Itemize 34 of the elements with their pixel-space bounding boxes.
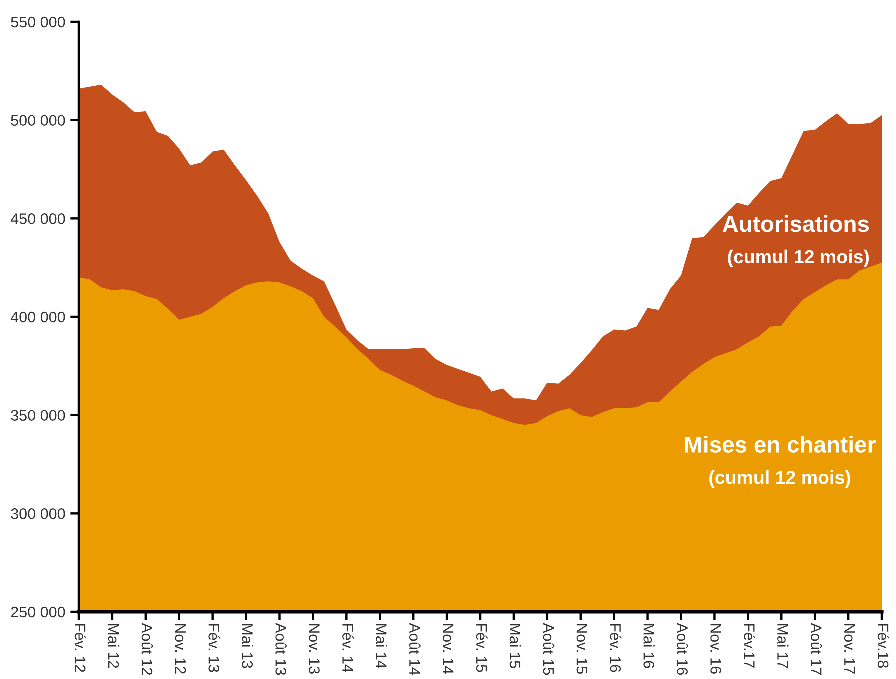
y-tick-label: 550 000 [11, 16, 66, 28]
x-tick-label: Août 12 [142, 623, 154, 676]
y-tick-label: 350 000 [11, 410, 66, 422]
x-tick-label: Août 15 [543, 623, 555, 676]
x-tick-label: Nov. 14 [442, 624, 454, 674]
x-tick-label: Août 16 [677, 623, 688, 676]
x-tick-label: Mai 12 [108, 624, 120, 668]
y-tick-label: 250 000 [11, 606, 66, 618]
x-tick-label: Fév. 15 [476, 624, 488, 672]
x-tick-label: Mai 14 [376, 624, 388, 669]
y-tick-label: 400 000 [10, 312, 66, 323]
x-tick-label: Nov. 16 [710, 624, 722, 674]
x-tick-label: Fév. 16 [610, 624, 622, 672]
x-tick-label: Fév.17 [744, 624, 756, 668]
x-tick-label: Fév. 12 [74, 624, 86, 672]
x-tick-label: Fév. 14 [342, 624, 354, 672]
x-tick-label: Août 13 [276, 623, 287, 676]
x-tick-label: Fév. 13 [208, 624, 220, 672]
series-label: Autorisations (cumul 12 mois) [722, 215, 870, 268]
x-tick-label: Nov. 17 [844, 624, 856, 674]
y-tick-label: 300 000 [11, 508, 66, 520]
x-tick-label: Août 14 [409, 623, 421, 676]
x-tick-label: Nov. 15 [576, 624, 588, 674]
x-tick-label: Mai 13 [242, 624, 254, 668]
y-tick-label: 500 000 [11, 115, 66, 126]
x-tick-label: Mai 16 [644, 624, 655, 668]
x-tick-label: Nov. 13 [309, 624, 320, 674]
series-label: Mises en chantier (cumul 12 mois) [685, 436, 876, 488]
x-tick-label: Nov. 12 [175, 624, 186, 674]
x-tick-label: Fév.18 [878, 624, 890, 668]
x-tick-label: Mai 15 [510, 624, 522, 668]
y-tick-label: 450 000 [10, 214, 66, 224]
x-tick-label: Août 17 [810, 623, 822, 676]
x-tick-label: Mai 17 [778, 624, 789, 668]
